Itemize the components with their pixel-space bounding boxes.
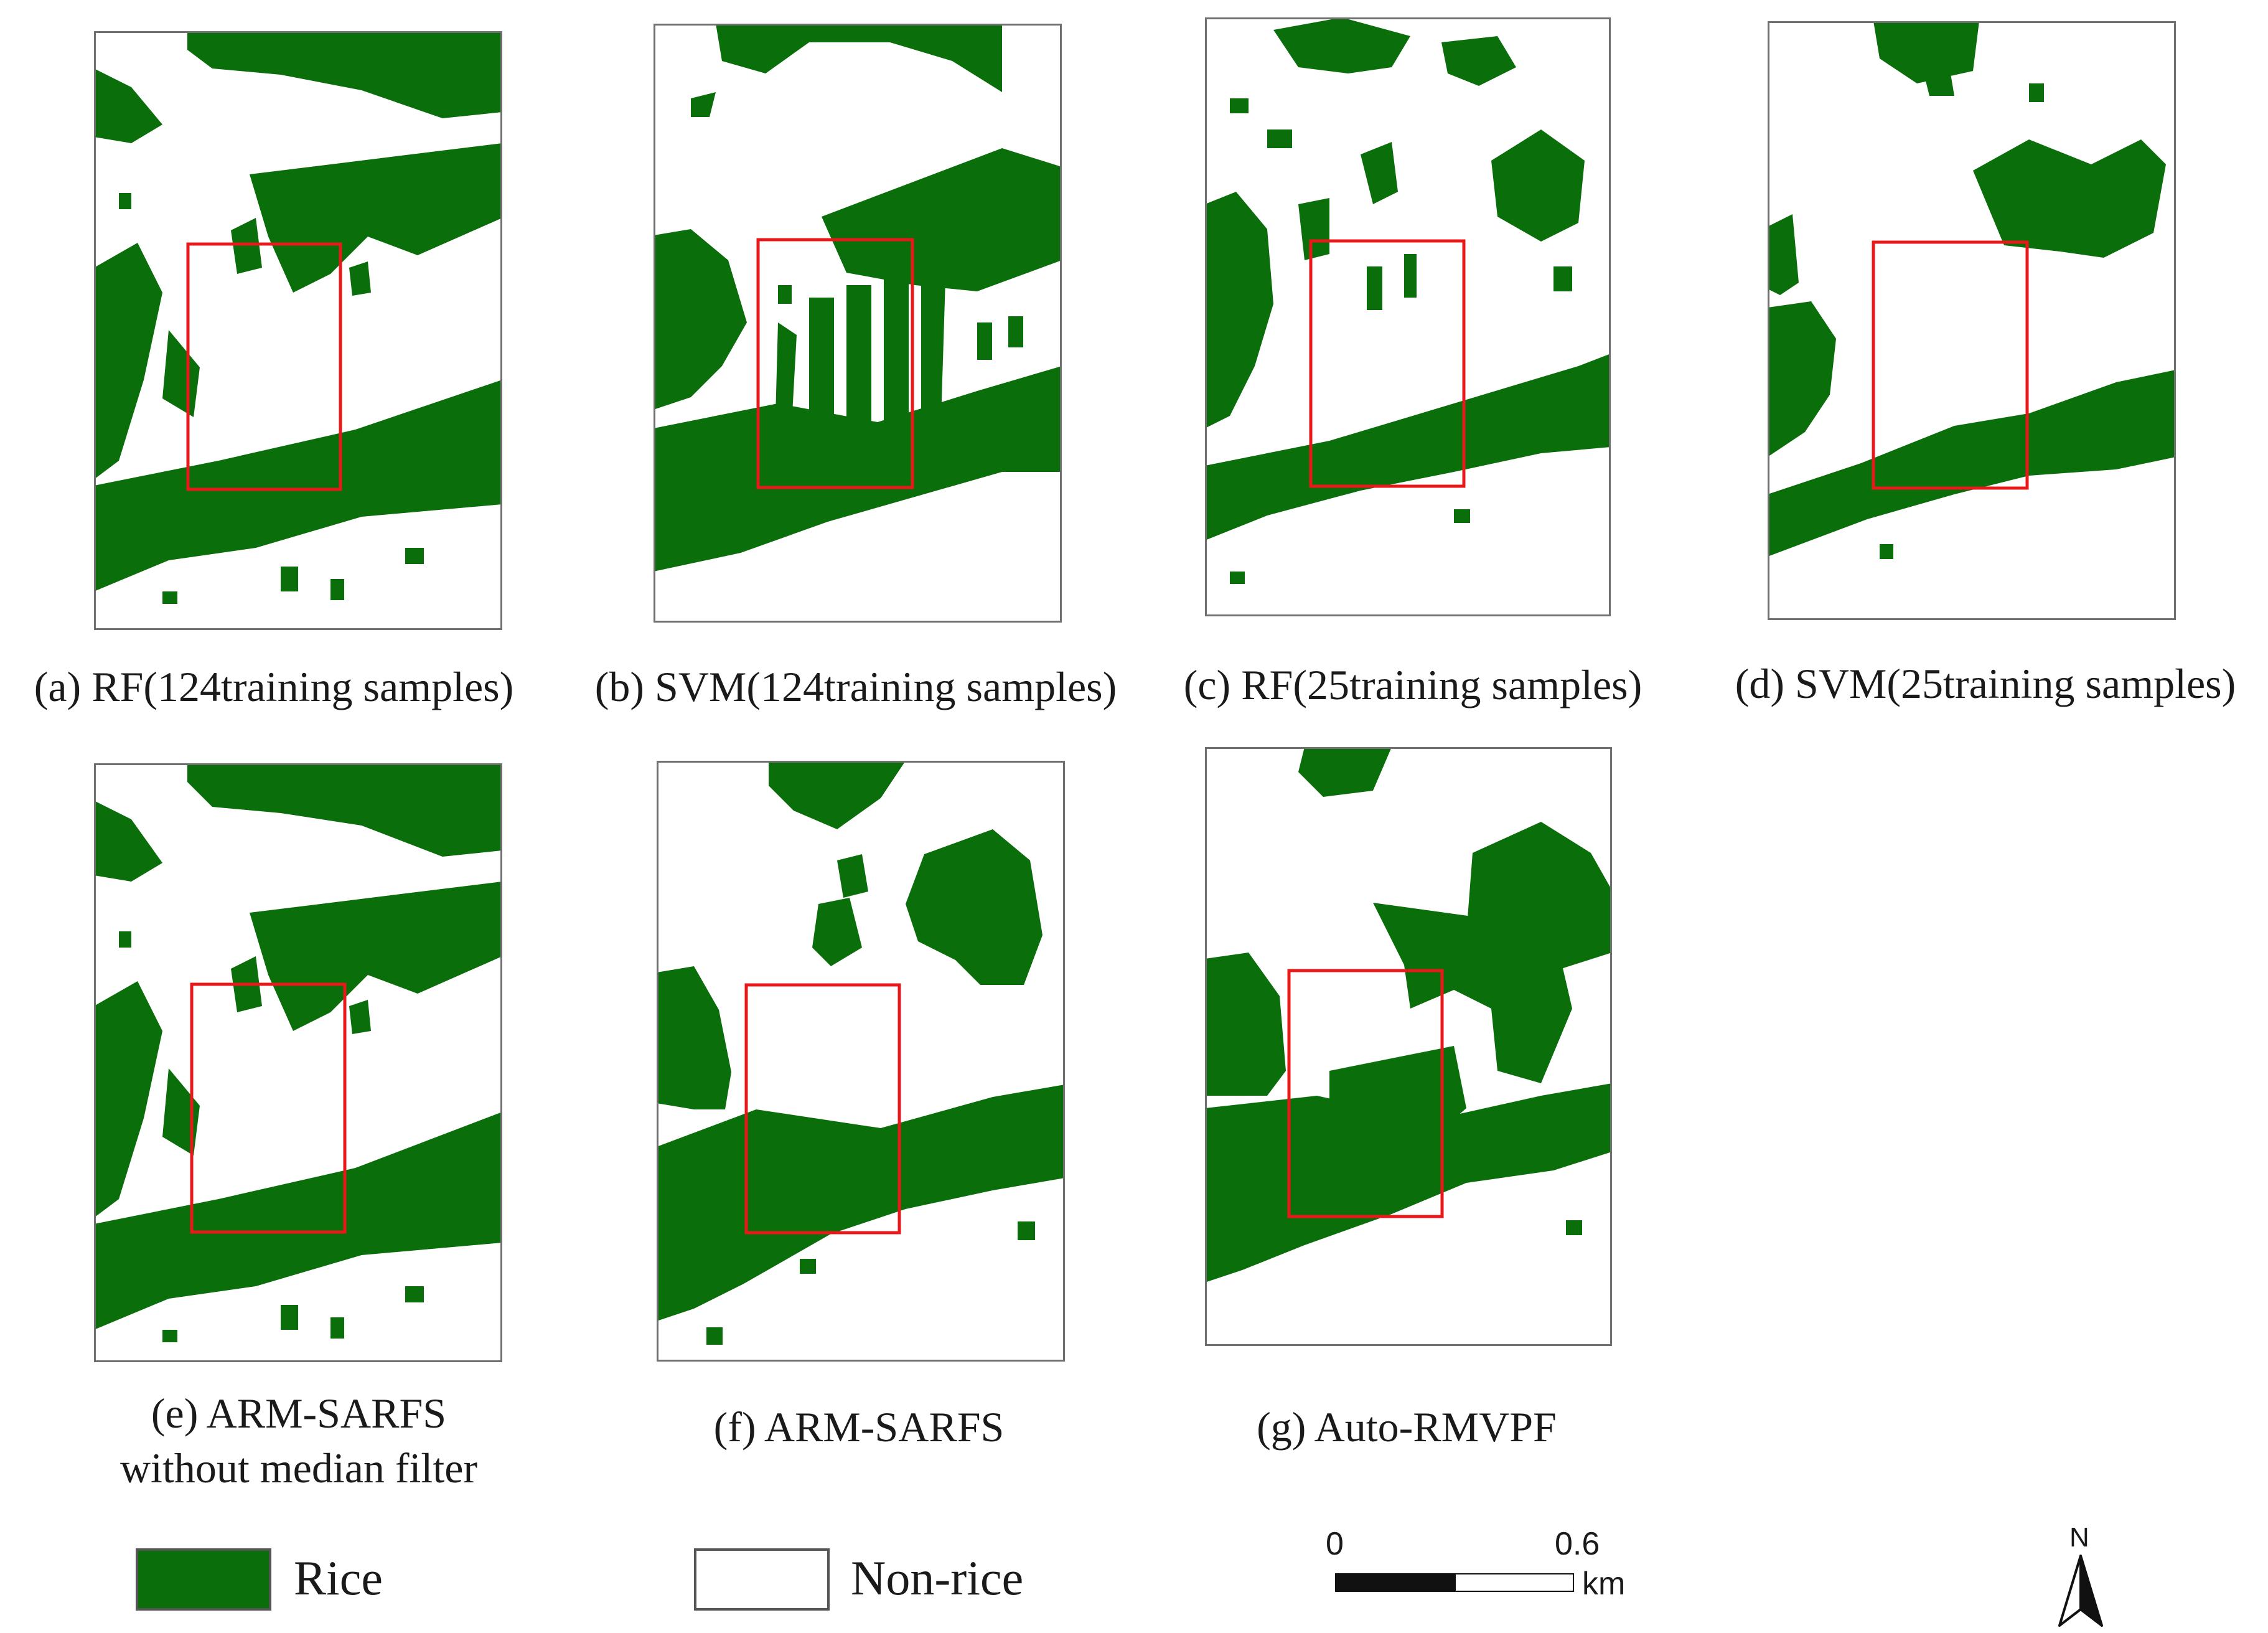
map-panel-b [654, 24, 1062, 623]
caption-b: (b) SVM(124training samples) [594, 663, 1117, 710]
scale-bar-start-label: 0 [1326, 1526, 1344, 1562]
map-panel-c [1205, 17, 1611, 616]
legend-rice-label: Rice [294, 1551, 383, 1605]
caption-d: (d) SVM(25training samples) [1735, 660, 2236, 707]
north-arrow-label: N [2069, 1522, 2089, 1553]
scale-bar-end-label: 0.6 [1555, 1526, 1600, 1562]
caption-e-line2: without median filter [119, 1444, 478, 1492]
map-panel-e [94, 763, 502, 1362]
caption-a: (a) RF(124training samples) [34, 663, 514, 710]
map-panel-d [1768, 21, 2176, 620]
north-arrow-icon [2056, 1553, 2106, 1628]
caption-f: (f) ARM-SARFS [713, 1403, 1005, 1451]
legend-non-rice-swatch [694, 1548, 830, 1611]
map-panel-g [1205, 747, 1612, 1346]
legend-non-rice-label: Non-rice [851, 1551, 1024, 1605]
caption-g: (g) Auto-RMVPF [1257, 1403, 1557, 1451]
caption-e-line1: (e) ARM-SARFS [151, 1390, 447, 1437]
caption-c: (c) RF(25training samples) [1183, 661, 1642, 708]
scale-bar [1335, 1573, 1574, 1592]
scale-bar-unit: km [1582, 1566, 1626, 1602]
map-panel-a [94, 31, 502, 630]
legend-rice-swatch [136, 1548, 271, 1611]
map-panel-f [657, 761, 1065, 1362]
